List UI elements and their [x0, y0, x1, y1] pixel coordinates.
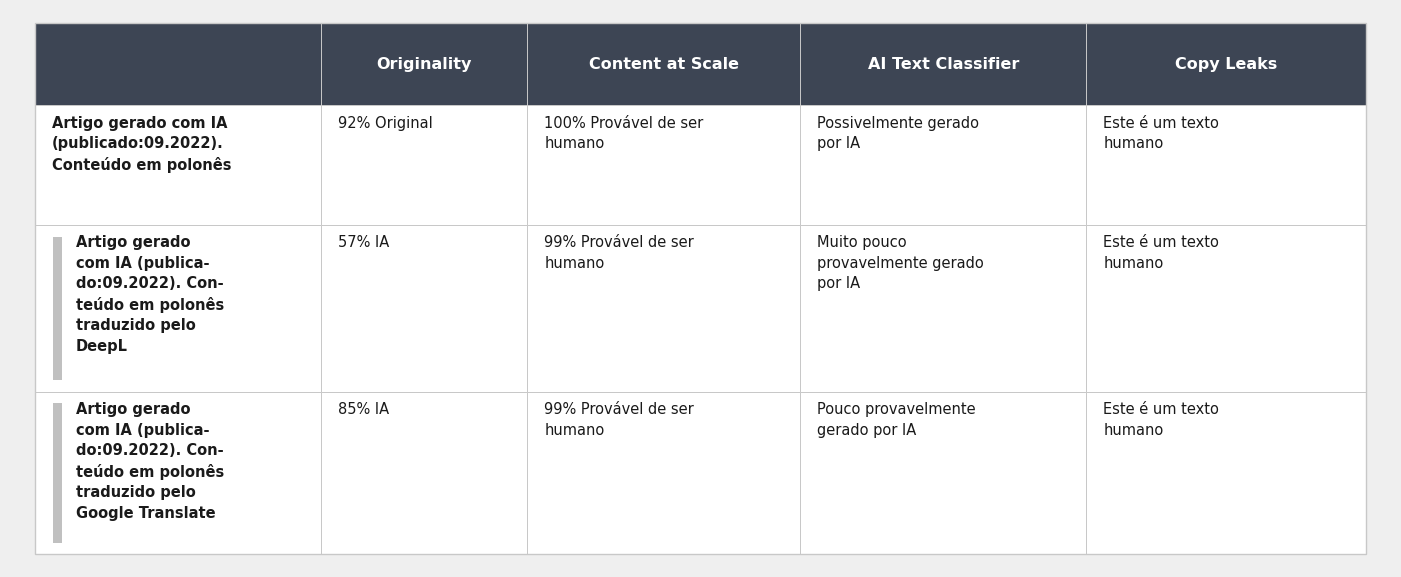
Text: Copy Leaks: Copy Leaks: [1175, 57, 1278, 72]
Bar: [53, 237, 62, 380]
Text: Originality: Originality: [377, 57, 472, 72]
Text: AI Text Classifier: AI Text Classifier: [867, 57, 1019, 72]
Bar: [527, 392, 800, 554]
Bar: [800, 106, 1086, 225]
Text: 57% IA: 57% IA: [338, 235, 389, 250]
Text: 99% Provável de ser
humano: 99% Provável de ser humano: [544, 402, 693, 438]
Text: Artigo gerado
com IA (publica-
do:09.2022). Con-
teúdo em polonês
traduzido pelo: Artigo gerado com IA (publica- do:09.202…: [76, 402, 224, 521]
Bar: [35, 106, 321, 225]
Text: Este é um texto
humano: Este é um texto humano: [1104, 235, 1219, 271]
Text: Pouco provavelmente
gerado por IA: Pouco provavelmente gerado por IA: [817, 402, 975, 438]
Bar: [1086, 225, 1366, 392]
Bar: [321, 106, 527, 225]
Bar: [1086, 106, 1366, 225]
Bar: [53, 403, 62, 542]
Text: Este é um texto
humano: Este é um texto humano: [1104, 116, 1219, 151]
Text: 99% Provável de ser
humano: 99% Provável de ser humano: [544, 235, 693, 271]
Bar: [35, 392, 321, 554]
Text: Possivelmente gerado
por IA: Possivelmente gerado por IA: [817, 116, 979, 151]
Text: 100% Provável de ser
humano: 100% Provável de ser humano: [544, 116, 703, 151]
Bar: [1086, 23, 1366, 106]
Text: Artigo gerado
com IA (publica-
do:09.2022). Con-
teúdo em polonês
traduzido pelo: Artigo gerado com IA (publica- do:09.202…: [76, 235, 224, 354]
Bar: [800, 23, 1086, 106]
Bar: [321, 23, 527, 106]
Text: Muito pouco
provavelmente gerado
por IA: Muito pouco provavelmente gerado por IA: [817, 235, 984, 291]
Text: Este é um texto
humano: Este é um texto humano: [1104, 402, 1219, 438]
Bar: [800, 392, 1086, 554]
Bar: [321, 225, 527, 392]
Bar: [800, 225, 1086, 392]
Text: Content at Scale: Content at Scale: [588, 57, 738, 72]
Text: 85% IA: 85% IA: [338, 402, 389, 417]
Bar: [35, 23, 321, 106]
Bar: [527, 106, 800, 225]
Text: 92% Original: 92% Original: [338, 116, 433, 131]
Bar: [321, 392, 527, 554]
Bar: [35, 225, 321, 392]
Text: Artigo gerado com IA
(publicado:09.2022).
Conteúdo em polonês: Artigo gerado com IA (publicado:09.2022)…: [52, 116, 231, 173]
Bar: [527, 23, 800, 106]
Bar: [1086, 392, 1366, 554]
Bar: [527, 225, 800, 392]
